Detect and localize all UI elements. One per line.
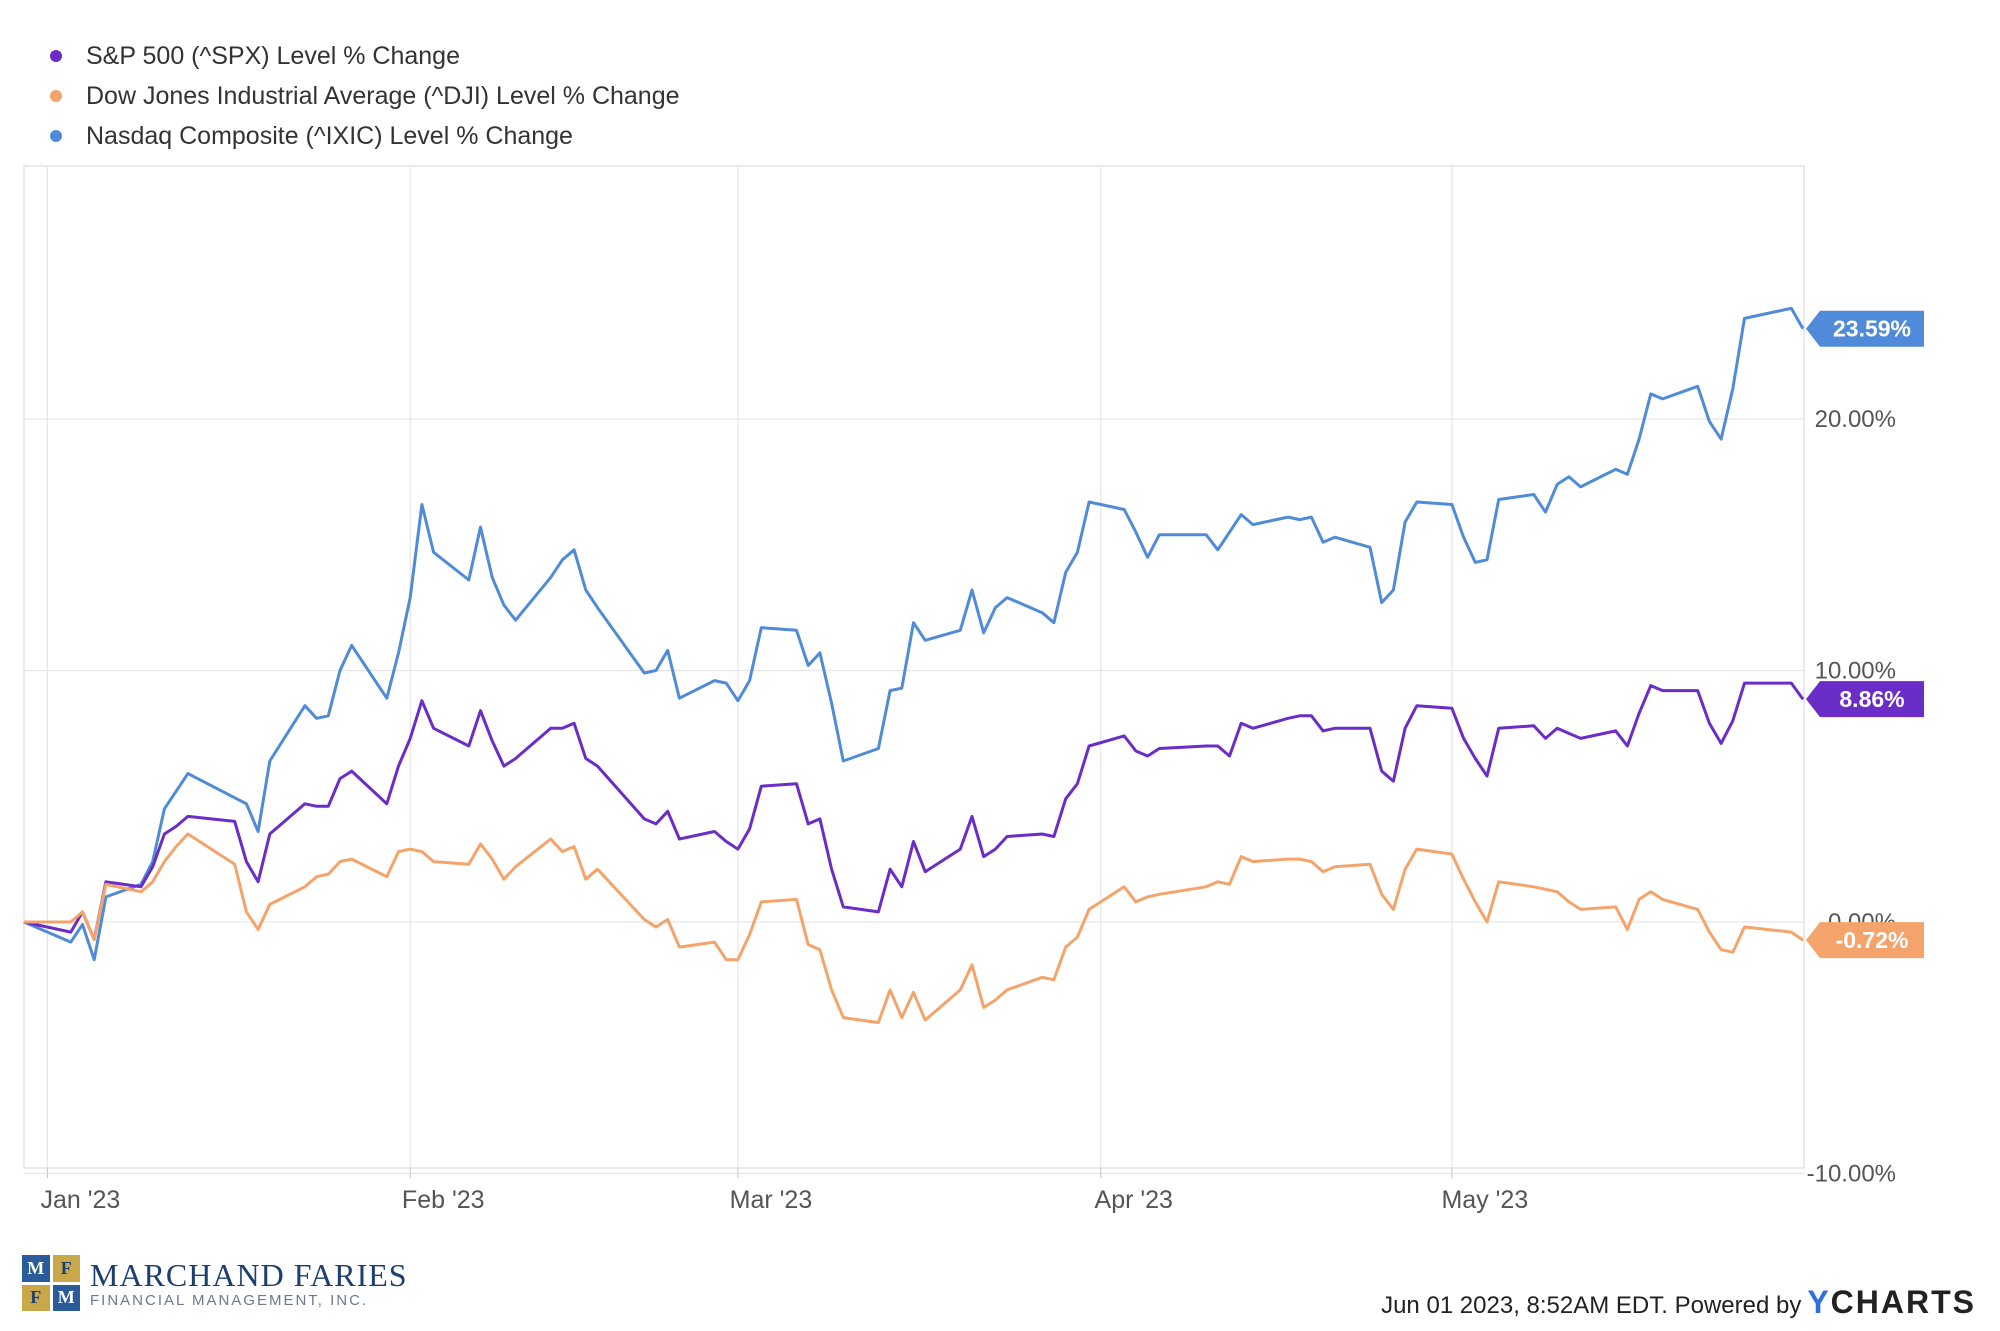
y-tick-label: 20.00% [1815,406,1896,433]
x-tick-label: Jan '23 [40,1186,120,1214]
logo-letter: M [22,1255,50,1282]
timestamp-text: Jun 01 2023, 8:52AM EDT. Powered by [1381,1292,1802,1319]
company-name: MARCHAND FARIES [90,1256,408,1293]
mf-logo-icon: M F F M [22,1255,80,1311]
logo-letter: F [22,1284,50,1311]
logo-letter: F [52,1255,80,1282]
company-logo-block: M F F M MARCHAND FARIES FINANCIAL MANAGE… [22,1255,408,1311]
legend-item-ixic[interactable]: Nasdaq Composite (^IXIC) Level % Change [50,116,680,156]
series-line-dji [24,832,1804,1025]
x-tick-label: Mar '23 [730,1186,813,1214]
legend-label-ixic: Nasdaq Composite (^IXIC) Level % Change [86,121,573,150]
end-label-ixic: 23.59% [1833,316,1911,342]
end-label-bg-spx [1806,681,1924,718]
legend: S&P 500 (^SPX) Level % Change Dow Jones … [50,36,680,156]
plot-frame [23,165,1805,1169]
x-tick-label: Apr '23 [1095,1186,1173,1214]
end-label-bg-ixic [1806,310,1924,347]
end-label-spx: 8.86% [1839,686,1904,712]
ycharts-logo[interactable]: YCHARTS [1807,1284,1976,1321]
y-tick-label: -10.00% [1807,1161,1896,1188]
x-tick-label: May '23 [1441,1186,1528,1214]
legend-marker-ixic [50,130,62,142]
legend-marker-spx [50,50,62,62]
x-tick-label: Feb '23 [402,1186,485,1214]
logo-letter: M [52,1284,80,1311]
legend-item-spx[interactable]: S&P 500 (^SPX) Level % Change [50,36,680,76]
ycharts-logo-y: Y [1807,1284,1831,1320]
series-line-spx [23,681,1805,942]
company-subtitle: FINANCIAL MANAGEMENT, INC. [90,1291,369,1309]
y-tick-label: 10.00% [1815,658,1896,685]
legend-label-dji: Dow Jones Industrial Average (^DJI) Leve… [86,81,680,110]
attribution: Jun 01 2023, 8:52AM EDT. Powered by YCHA… [1381,1284,1976,1321]
legend-label-spx: S&P 500 (^SPX) Level % Change [86,41,460,70]
series-line-ixic [23,306,1805,962]
legend-marker-dji [50,90,62,102]
end-label-dji: -0.72% [1836,927,1909,953]
legend-item-dji[interactable]: Dow Jones Industrial Average (^DJI) Leve… [50,76,680,116]
ycharts-logo-text: CHARTS [1830,1284,1976,1320]
end-label-bg-dji [1806,922,1924,959]
